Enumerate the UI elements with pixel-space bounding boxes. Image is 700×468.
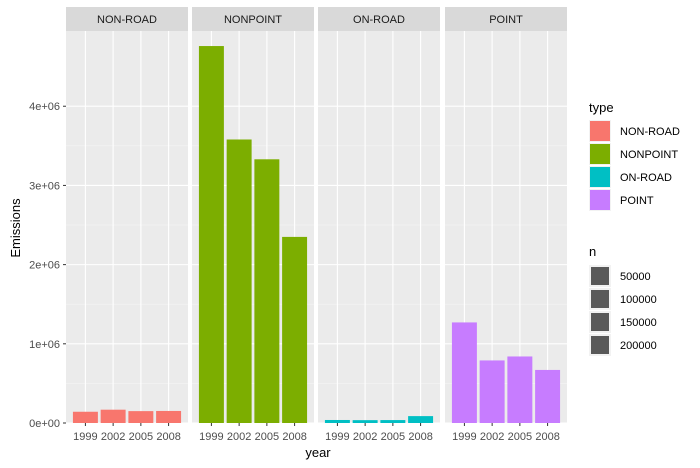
- facet-panel-non-road: 1999 2002 2005 2008 NON-ROAD: [66, 7, 188, 443]
- x-tick-label: 2005: [129, 431, 153, 443]
- x-tick-label: 2005: [381, 431, 405, 443]
- bar-point-2002: [479, 360, 505, 423]
- bar-nonpoint-2005: [254, 159, 280, 424]
- legend-type: type NON-ROAD NONPOINT ON-ROAD POINT: [589, 100, 680, 211]
- legend-n-label: 200000: [620, 340, 657, 352]
- y-tick-label: 0e+00: [29, 418, 60, 430]
- y-tick-label: 2e+06: [29, 260, 60, 272]
- bar-on-road-2005: [380, 420, 406, 423]
- x-tick-label: 2002: [101, 431, 125, 443]
- y-tick-label: 4e+06: [29, 101, 60, 113]
- legend-n-label: 50000: [620, 271, 651, 283]
- facet-strip: [192, 7, 314, 31]
- x-tick-label: 1999: [199, 431, 223, 443]
- legend-type-item: NON-ROAD: [589, 120, 680, 142]
- x-tick-label: 2008: [408, 431, 432, 443]
- x-tick-label: 2008: [282, 431, 306, 443]
- legend-type-item: ON-ROAD: [589, 166, 672, 188]
- legend-swatch: [591, 336, 609, 354]
- bar-non-road-1999: [72, 411, 98, 423]
- facet-strip: [66, 7, 188, 31]
- x-tick-label: 2002: [353, 431, 377, 443]
- y-tick-label: 3e+06: [29, 180, 60, 192]
- bar-point-2005: [507, 356, 533, 423]
- legend-n-item: 100000: [589, 288, 657, 310]
- facet-panel-on-road: 1999 2002 2005 2008 ON-ROAD: [318, 7, 440, 443]
- legend-swatch: [591, 267, 609, 285]
- legend-swatch: [590, 190, 610, 210]
- x-tick-label: 1999: [73, 431, 97, 443]
- facet-strip-label: NON-ROAD: [97, 14, 157, 26]
- x-tick-label: 2005: [255, 431, 279, 443]
- facet-strip: [318, 7, 440, 31]
- x-tick-label: 2005: [508, 431, 532, 443]
- y-tick-label: 1e+06: [29, 339, 60, 351]
- legend-swatch: [590, 121, 610, 141]
- legend-n-label: 150000: [620, 317, 657, 329]
- legend-swatch: [590, 167, 610, 187]
- legend-swatch: [591, 290, 609, 308]
- legend-type-label: ON-ROAD: [620, 172, 672, 184]
- legend-type-label: NON-ROAD: [620, 126, 680, 138]
- legend-type-title: type: [589, 100, 614, 115]
- facet-strip-label: POINT: [489, 14, 523, 26]
- panel-background: [318, 31, 440, 423]
- x-tick-label: 2008: [156, 431, 180, 443]
- bar-nonpoint-1999: [198, 46, 224, 424]
- legend-n-item: 50000: [589, 265, 651, 287]
- x-tick-label: 1999: [452, 431, 476, 443]
- legend-swatch: [590, 144, 610, 164]
- bar-point-1999: [451, 322, 477, 423]
- legend-type-label: NONPOINT: [620, 149, 678, 161]
- y-axis: 0e+00 1e+06 2e+06 3e+06 4e+06: [29, 101, 66, 430]
- x-tick-label: 2002: [227, 431, 251, 443]
- legend-swatch: [591, 313, 609, 331]
- bar-non-road-2008: [156, 410, 182, 423]
- panel-background: [66, 31, 188, 423]
- facet-panel-point: 1999 2002 2005 2008 POINT: [445, 7, 567, 443]
- bar-non-road-2005: [128, 411, 154, 423]
- legend-n: n 50000 100000 150000 200000: [589, 244, 657, 356]
- x-tick-label: 2002: [480, 431, 504, 443]
- facet-strip-label: NONPOINT: [224, 14, 282, 26]
- bar-on-road-2008: [408, 416, 434, 423]
- bar-on-road-1999: [324, 419, 350, 423]
- bar-nonpoint-2008: [282, 236, 308, 423]
- legend-n-item: 150000: [589, 311, 657, 333]
- bar-non-road-2002: [100, 409, 126, 423]
- facet-strip: [445, 7, 567, 31]
- x-tick-label: 1999: [325, 431, 349, 443]
- x-tick-label: 2008: [535, 431, 559, 443]
- x-axis-title: year: [305, 445, 331, 460]
- facet-panel-nonpoint: 1999 2002 2005 2008 NONPOINT: [192, 7, 314, 443]
- y-axis-title: Emissions: [8, 198, 23, 258]
- legend-type-label: POINT: [620, 195, 654, 207]
- legend-n-title: n: [589, 244, 596, 259]
- legend-n-label: 100000: [620, 294, 657, 306]
- legend-type-item: NONPOINT: [589, 143, 678, 165]
- facet-strip-label: ON-ROAD: [353, 14, 405, 26]
- bar-on-road-2002: [352, 420, 378, 423]
- bar-point-2008: [535, 369, 561, 423]
- legend-n-item: 200000: [589, 334, 657, 356]
- legend-type-item: POINT: [589, 189, 654, 211]
- bar-nonpoint-2002: [226, 139, 252, 424]
